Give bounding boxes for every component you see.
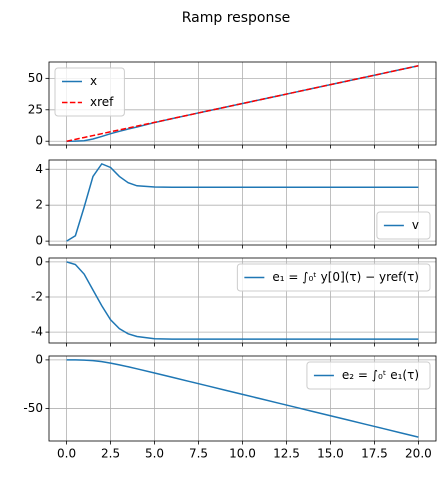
legend: e₁ = ∫₀ᵗ y[0](τ) − yref(τ)	[236, 263, 431, 292]
x-tick-label: 5.0	[145, 447, 164, 461]
data-line	[66, 359, 419, 438]
y-tick-label: 0	[35, 352, 43, 366]
data-line	[66, 261, 419, 340]
legend-label: e₁ = ∫₀ᵗ y[0](τ) − yref(τ)	[272, 270, 419, 284]
axes-frame	[48, 257, 437, 344]
y-tick-label: 2	[35, 198, 43, 212]
legend-box	[236, 263, 431, 292]
y-tick-label: 25	[28, 102, 43, 116]
axes-frame	[48, 159, 437, 246]
y-tick-label: 50	[28, 71, 43, 85]
axes-frame	[48, 355, 437, 442]
x-tick-label: 20.0	[405, 447, 432, 461]
axes-frame	[48, 61, 437, 146]
x-tick-label: 10.0	[229, 447, 256, 461]
x-tick-label: 17.5	[361, 447, 388, 461]
y-tick-label: -2	[31, 289, 43, 303]
legend-label: xref	[90, 95, 114, 109]
legend-label: v	[412, 218, 419, 232]
y-tick-label: -4	[31, 325, 43, 339]
data-line	[66, 162, 419, 242]
legend: v	[376, 211, 431, 240]
legend-box	[54, 67, 125, 117]
legend: x xref	[54, 67, 125, 117]
x-tick-label: 12.5	[273, 447, 300, 461]
legend-label: x	[90, 74, 97, 88]
y-tick-label: 0	[35, 134, 43, 148]
x-tick-label: 7.5	[189, 447, 208, 461]
x-tick-label: 15.0	[317, 447, 344, 461]
legend-box	[306, 361, 431, 390]
x-tick-label: 0.0	[57, 447, 76, 461]
y-tick-label: 0	[35, 234, 43, 248]
x-tick-label: 2.5	[101, 447, 120, 461]
y-tick-label: 4	[35, 162, 43, 176]
figure-title: Ramp response	[182, 10, 291, 26]
legend: e₂ = ∫₀ᵗ e₁(τ)	[306, 361, 431, 390]
legend-label: e₂ = ∫₀ᵗ e₁(τ)	[342, 368, 419, 382]
y-tick-label: -50	[23, 401, 43, 415]
y-tick-label: 0	[35, 254, 43, 268]
data-line	[66, 65, 419, 142]
